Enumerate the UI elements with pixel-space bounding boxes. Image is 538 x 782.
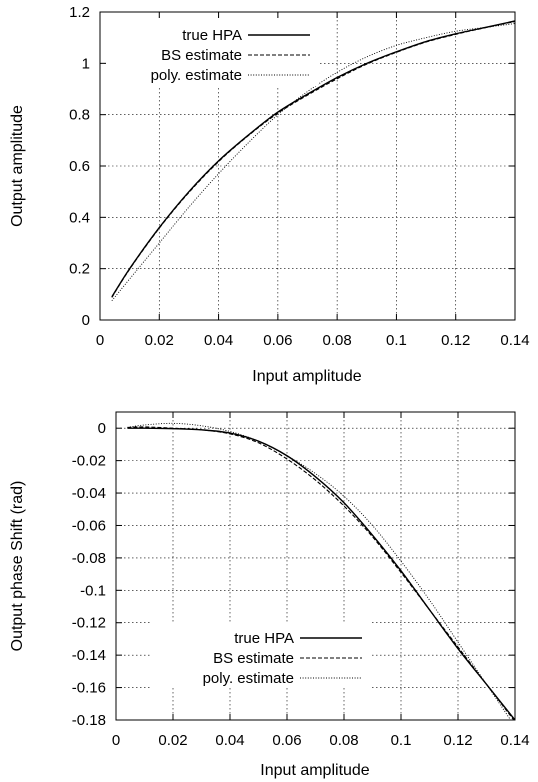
phase-y-tick-label: 0 — [98, 420, 106, 437]
phase-y-tick-label: -0.18 — [72, 712, 106, 729]
amplitude-legend-box — [108, 18, 318, 86]
amplitude-chart: 0 0.02 0.04 0.06 0.08 0.1 0.12 0.14 00.20.40.60… — [9, 4, 530, 385]
amplitude-y-tick-labels: 0 0.2 0.4 0.6 0.8 1 1.2 — [69, 4, 90, 329]
amplitude-y-tick-label: 1 — [82, 55, 90, 72]
amplitude-series-bs-estimate — [111, 20, 515, 298]
phase-x-tick-label: 0.1 — [391, 732, 412, 749]
phase-y-tick-label: -0.1 — [80, 582, 106, 599]
phase-y-tick-label: -0.16 — [72, 680, 106, 697]
amplitude-y-tick-label: 0.8 — [69, 107, 90, 124]
phase-series-lines — [127, 422, 515, 720]
amplitude-y-tick-label: 1.2 — [69, 4, 90, 21]
phase-chart: 0 0.02 0.04 0.06 0.08 0.1 0.12 0.14 0 -0.02 -0.04… — [9, 411, 530, 779]
phase-x-tick-label: 0.08 — [329, 732, 358, 749]
amplitude-x-tick-label: 0.08 — [323, 332, 352, 349]
amplitude-x-tick-label: 0.14 — [500, 332, 529, 349]
phase-x-tick-label: 0.02 — [158, 732, 187, 749]
phase-legend-box — [150, 622, 370, 688]
amplitude-legend: true HPA BS estimate poly. estimate — [151, 27, 310, 84]
amplitude-x-tick-label: 0.04 — [204, 332, 233, 349]
phase-plot-frame — [115, 411, 516, 721]
phase-x-tick-label: 0 — [112, 732, 120, 749]
phase-legend-label: BS estimate — [213, 650, 294, 667]
amplitude-x-tick-label: 0 — [96, 332, 104, 349]
phase-x-axis-label: Input amplitude — [260, 762, 370, 779]
phase-y-tick-label: -0.04 — [72, 485, 106, 502]
phase-y-axis-label: Output phase Shift (rad) — [9, 481, 26, 652]
phase-y-tick-label: -0.06 — [72, 517, 106, 534]
amplitude-series-lines — [111, 20, 515, 302]
amplitude-plot-frame — [99, 11, 516, 321]
amplitude-y-tick-label: 0.4 — [69, 209, 90, 226]
amplitude-x-tick-label: 0.06 — [263, 332, 292, 349]
phase-series-bs-estimate — [127, 426, 515, 720]
amplitude-x-axis-label: Input amplitude — [252, 368, 362, 385]
phase-y-tick-label: -0.08 — [72, 550, 106, 567]
phase-x-tick-label: 0.04 — [215, 732, 244, 749]
amplitude-x-tick-labels: 0 0.02 0.04 0.06 0.08 0.1 0.12 0.14 — [96, 332, 530, 349]
amplitude-x-tick-label: 0.1 — [386, 332, 407, 349]
amplitude-x-tick-label: 0.12 — [441, 332, 470, 349]
phase-y-tick-label: -0.14 — [72, 647, 106, 664]
amplitude-y-tick-label: 0 — [82, 312, 90, 329]
amplitude-series-poly-estimate — [111, 23, 515, 302]
amplitude-x-tick-label: 0.02 — [145, 332, 174, 349]
phase-y-tick-label: -0.02 — [72, 453, 106, 470]
phase-series-true-hpa — [127, 427, 515, 720]
amplitude-legend-label: BS estimate — [161, 47, 242, 64]
phase-x-tick-labels: 0 0.02 0.04 0.06 0.08 0.1 0.12 0.14 — [112, 732, 530, 749]
phase-x-tick-label: 0.14 — [500, 732, 529, 749]
phase-y-tick-labels: 0 -0.02 -0.04 -0.06 -0.08 -0.1 -0.12 -0.14 -0.16… — [72, 420, 106, 729]
amplitude-legend-label: true HPA — [182, 27, 242, 44]
amplitude-y-tick-label: 0.6 — [69, 158, 90, 175]
amplitude-y-axis-label: Output amplitude — [9, 105, 26, 227]
phase-series-poly-estimate — [127, 422, 512, 720]
amplitude-y-tick-label: 0.2 — [69, 261, 90, 278]
phase-x-tick-label: 0.12 — [443, 732, 472, 749]
phase-y-tick-label: -0.12 — [72, 615, 106, 632]
amplitude-legend-label: poly. estimate — [151, 67, 242, 84]
phase-legend-label: true HPA — [234, 630, 294, 647]
phase-legend: true HPA BS estimate poly. estimate — [203, 630, 362, 687]
phase-x-tick-label: 0.06 — [272, 732, 301, 749]
phase-legend-label: poly. estimate — [203, 670, 294, 687]
